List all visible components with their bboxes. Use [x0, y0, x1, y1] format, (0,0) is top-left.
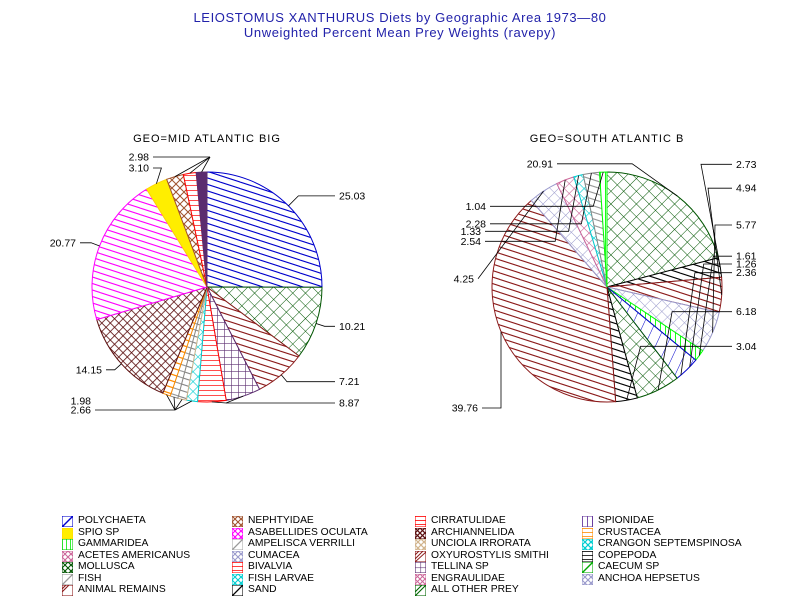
svg-text:39.76: 39.76 — [452, 403, 478, 415]
svg-text:25.03: 25.03 — [339, 190, 365, 202]
svg-text:1.04: 1.04 — [466, 201, 487, 213]
svg-text:20.77: 20.77 — [50, 237, 76, 249]
svg-text:3.04: 3.04 — [736, 341, 757, 353]
svg-text:1.98: 1.98 — [71, 396, 92, 408]
svg-text:2.98: 2.98 — [129, 152, 150, 164]
svg-text:6.18: 6.18 — [736, 306, 757, 318]
svg-text:14.15: 14.15 — [76, 364, 102, 376]
svg-text:8.87: 8.87 — [339, 398, 360, 410]
svg-text:5.77: 5.77 — [736, 220, 757, 232]
svg-text:4.94: 4.94 — [736, 183, 757, 195]
svg-text:2.36: 2.36 — [736, 267, 757, 279]
svg-text:4.25: 4.25 — [454, 273, 475, 285]
svg-text:2.28: 2.28 — [466, 218, 487, 230]
svg-text:10.21: 10.21 — [339, 321, 365, 333]
svg-text:2.73: 2.73 — [736, 159, 757, 171]
svg-text:20.91: 20.91 — [527, 158, 553, 170]
svg-text:7.21: 7.21 — [339, 376, 360, 388]
svg-text:GEO=SOUTH ATLANTIC B: GEO=SOUTH ATLANTIC B — [530, 133, 685, 145]
svg-text:3.10: 3.10 — [129, 163, 150, 175]
svg-text:GEO=MID ATLANTIC BIG: GEO=MID ATLANTIC BIG — [133, 133, 281, 145]
